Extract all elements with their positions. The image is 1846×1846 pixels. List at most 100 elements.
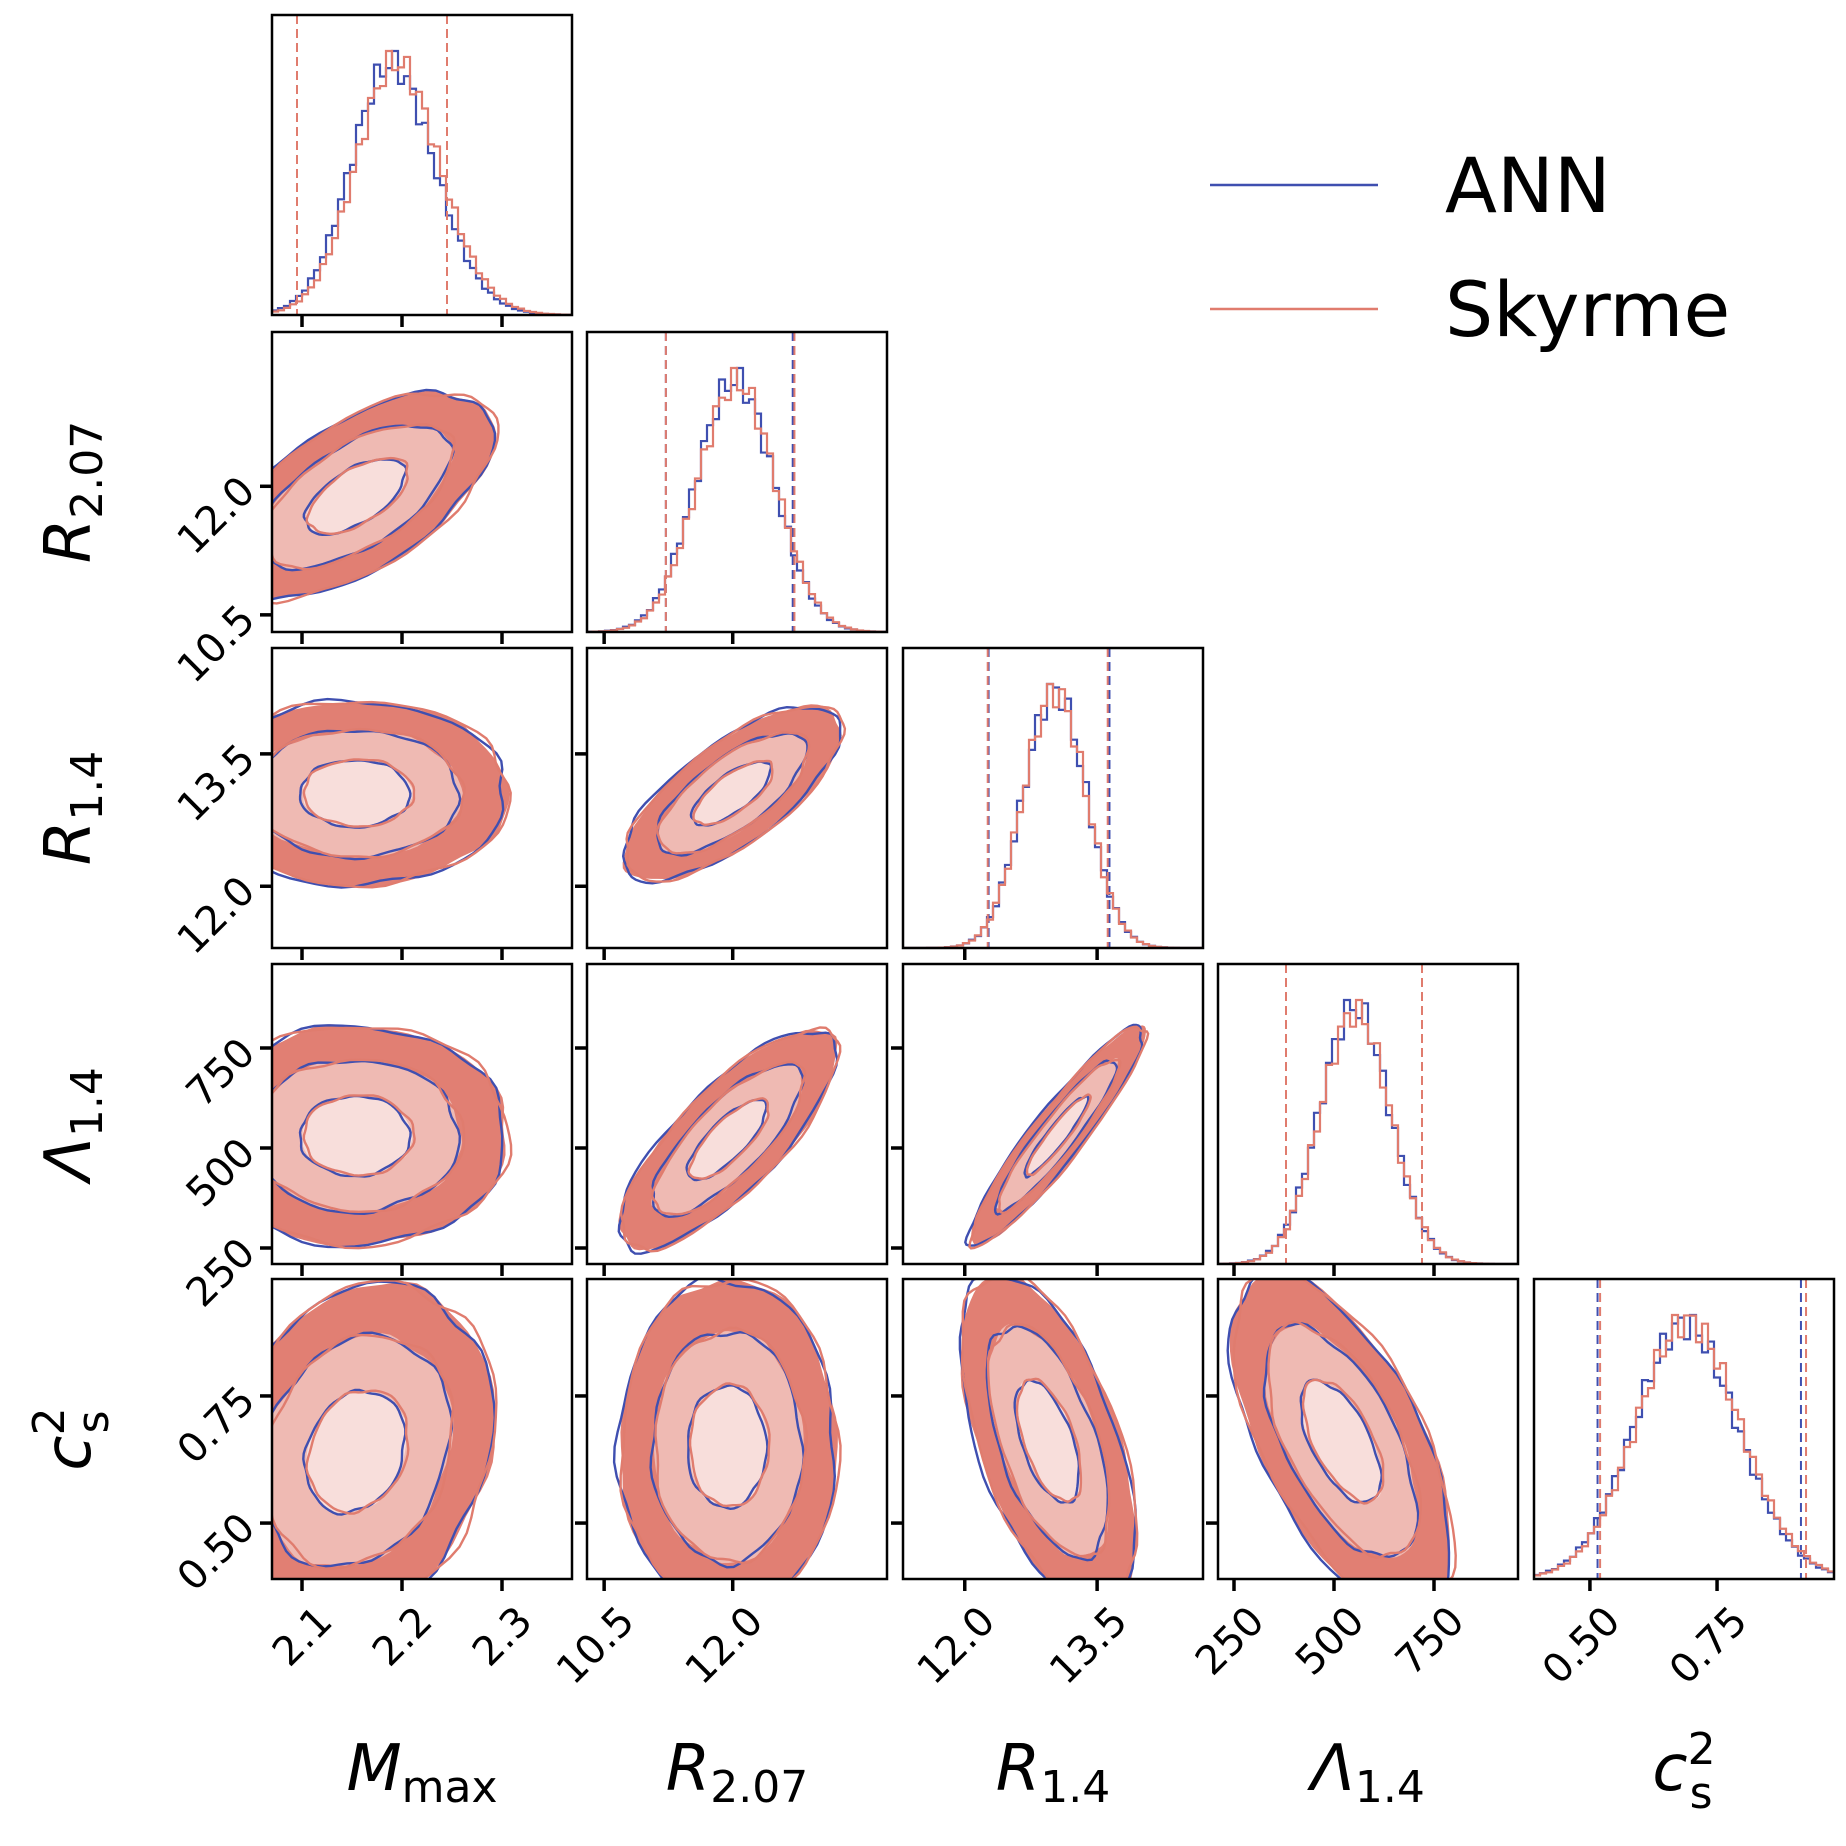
x-tick-label-mmax: 2.1 (264, 1598, 342, 1676)
x-tick-label-r207: 10.5 (548, 1598, 644, 1694)
histogram-cs2-ann (1534, 1313, 1834, 1577)
contour-line-ann-level-2 (1262, 1322, 1420, 1559)
contour-lam14-vs-mmax (272, 1024, 513, 1250)
y-tick-label-cs2: 0.75 (169, 1378, 265, 1474)
contour-line-ann-level-3 (272, 697, 505, 889)
x-tick-label-r14: 13.5 (1041, 1598, 1137, 1694)
contour-line-ann-level-3 (612, 1279, 837, 1579)
contour-fill-level-1 (1024, 1095, 1089, 1176)
contour-line-skyrme-level-3 (1232, 1279, 1457, 1579)
contour-line-skyrme-level-2 (998, 1058, 1122, 1214)
contour-line-ann-level-1 (298, 759, 412, 829)
histogram-mmax (272, 15, 572, 315)
contour-line-ann-level-3 (272, 1280, 497, 1579)
contour-line-skyrme-level-1 (302, 1094, 416, 1177)
histogram-r14-skyrme (903, 682, 1203, 948)
contour-line-ann-level-1 (302, 1388, 407, 1516)
contour-line-skyrme-level-3 (625, 705, 847, 883)
contour-lam14-vs-r14 (964, 1023, 1150, 1250)
contour-line-ann-level-2 (649, 1330, 806, 1569)
axis-label-r207: R2.07 (666, 1732, 808, 1813)
contour-fill-level-1 (302, 759, 414, 828)
contour-line-ann-level-3 (272, 1024, 504, 1249)
histogram-mmax-skyrme (272, 49, 572, 315)
panel-frame-lam14-vs-r14 (901, 962, 1205, 1266)
contour-line-ann-level-1 (298, 1094, 412, 1178)
axis-label-cs2: c2s (24, 1407, 119, 1470)
x-tick-label-lam14: 750 (1387, 1598, 1474, 1685)
y-tick-label-lam14: 750 (178, 1030, 265, 1117)
panel-frame-cs2-vs-r207 (585, 1277, 889, 1581)
contour-line-skyrme-level-3 (619, 1026, 842, 1253)
x-tick-label-cs2: 0.50 (1534, 1598, 1630, 1694)
contour-line-skyrme-level-1 (1025, 1093, 1092, 1177)
contour-r207-vs-mmax (272, 388, 500, 605)
histogram-r14 (903, 648, 1203, 948)
histogram-lam14-skyrme (1218, 998, 1518, 1264)
y-tick-label-r14: 12.0 (169, 868, 265, 964)
panel-frame-r207-vs-mmax (270, 330, 574, 634)
x-tick-label-r14: 12.0 (909, 1598, 1005, 1694)
x-tick-label-mmax: 2.3 (464, 1598, 542, 1676)
contour-fill-level-1 (302, 1096, 413, 1177)
contour-fill-level-1 (1016, 1381, 1081, 1504)
y-tick-label-r207: 10.5 (169, 596, 265, 692)
contour-r14-vs-mmax (272, 697, 512, 889)
x-tick-label-r207: 12.0 (677, 1598, 773, 1694)
y-tick-label-r14: 13.5 (169, 735, 265, 831)
x-tick-label-mmax: 2.2 (364, 1598, 442, 1676)
contour-line-skyrme-level-1 (302, 758, 416, 828)
panel-frame-r14 (901, 646, 1205, 950)
contour-line-skyrme-level-2 (272, 1333, 455, 1570)
y-tick-label-cs2: 0.50 (169, 1505, 265, 1601)
contour-line-skyrme-level-1 (1015, 1377, 1083, 1503)
panel-frame-lam14-vs-r207 (585, 962, 889, 1266)
contour-line-skyrme-level-2 (650, 1060, 807, 1216)
contour-line-skyrme-level-3 (272, 700, 512, 889)
contour-cs2-vs-mmax (272, 1279, 498, 1579)
contour-line-skyrme-level-2 (654, 1326, 809, 1565)
contour-line-ann-level-2 (985, 1324, 1110, 1562)
contour-line-skyrme-level-1 (692, 759, 774, 827)
axis-label-lam14: Λ1.4 (32, 1067, 113, 1186)
axis-label-lam14: Λ1.4 (1306, 1732, 1425, 1813)
contour-cs2-vs-r207 (612, 1279, 842, 1579)
panel-frame-cs2-vs-mmax (270, 1277, 574, 1581)
legend: ANN Skyrme (1210, 141, 1730, 354)
histogram-cs2-skyrme (1534, 1313, 1834, 1577)
panels (270, 13, 1836, 1581)
contour-line-skyrme-level-1 (305, 1389, 410, 1515)
contour-fill-level-1 (688, 1099, 769, 1180)
contour-line-skyrme-level-3 (272, 1279, 498, 1579)
legend-label-ann: ANN (1445, 141, 1611, 230)
contour-line-skyrme-level-2 (272, 727, 466, 859)
contour-cs2-vs-lam14 (1226, 1279, 1457, 1579)
panel-frame-cs2-vs-r14 (901, 1277, 1205, 1581)
contour-line-skyrme-level-1 (688, 1382, 771, 1508)
contour-line-ann-level-1 (1013, 1378, 1081, 1504)
contour-line-ann-level-2 (272, 1059, 462, 1216)
contour-cs2-vs-r14 (958, 1279, 1139, 1579)
histogram-lam14 (1218, 964, 1518, 1264)
contour-line-skyrme-level-3 (968, 1025, 1150, 1250)
legend-label-skyrme: Skyrme (1445, 265, 1730, 354)
contour-line-ann-level-2 (272, 729, 462, 861)
histogram-r207-skyrme (587, 366, 887, 632)
contour-line-skyrme-level-1 (1301, 1378, 1385, 1505)
tick-marks (260, 315, 1719, 1591)
contour-line-skyrme-level-2 (986, 1323, 1111, 1558)
x-tick-label-cs2: 0.75 (1661, 1598, 1757, 1694)
axis-label-r14: R1.4 (996, 1732, 1110, 1813)
contour-fill-level-1 (689, 1385, 769, 1508)
contour-fill-level-1 (1302, 1379, 1383, 1502)
y-tick-label-lam14: 250 (178, 1230, 265, 1317)
panel-frame-cs2-vs-lam14 (1216, 1277, 1520, 1581)
panel-frame-lam14 (1216, 962, 1520, 1266)
panel-frame-cs2 (1532, 1277, 1836, 1581)
contour-line-skyrme-level-3 (960, 1279, 1139, 1579)
contour-line-skyrme-level-1 (305, 456, 409, 535)
y-tick-label-lam14: 500 (178, 1130, 265, 1217)
histogram-r207 (587, 332, 887, 632)
contour-line-ann-level-2 (272, 424, 455, 572)
axis-label-mmax: Mmax (346, 1732, 497, 1813)
